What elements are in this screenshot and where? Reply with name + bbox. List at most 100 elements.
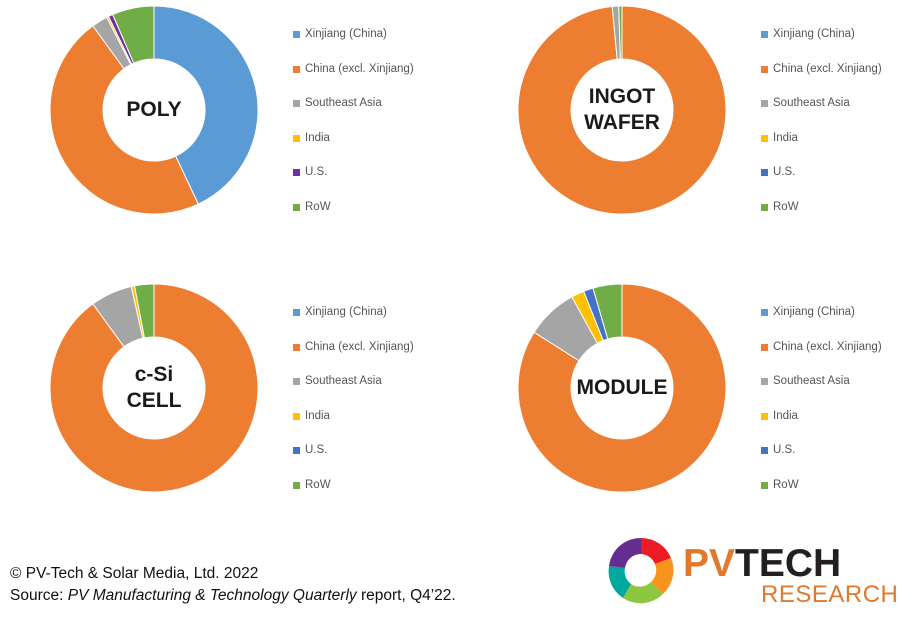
legend-item: Xinjiang (China): [761, 28, 882, 63]
donut-chart-1: POLY Xinjiang (China) China (excl. Xinjian…: [10, 5, 440, 246]
center-label-line-1: MODULE: [576, 376, 668, 399]
center-label-line-1: POLY: [126, 98, 182, 121]
legend-swatch: [761, 447, 768, 455]
legend-label: Xinjiang (China): [773, 28, 855, 40]
donut-center-label: INGOT WAFER: [562, 84, 682, 136]
logo-text-pvtech: PVTECH: [683, 544, 841, 584]
legend-swatch: [293, 309, 300, 316]
logo-swirl-icon: [608, 537, 674, 604]
footer: © PV-Tech & Solar Media, Ltd. 2022 Sourc…: [10, 563, 456, 607]
slice-china-excl-xinjiang: [49, 25, 199, 215]
legend-swatch: [293, 412, 300, 420]
legend-label: U.S.: [305, 166, 328, 179]
legend-item: India: [761, 410, 882, 445]
legend-item: U.S.: [293, 444, 414, 479]
donut-center-label: POLY: [94, 97, 214, 123]
slice-row: [618, 5, 623, 60]
source-text: Source: PV Manufacturing & Technology Qu…: [10, 585, 456, 607]
source-suffix: report, Q4’22.: [356, 587, 456, 604]
legend-label: Southeast Asia: [305, 375, 382, 388]
legend-label: India: [773, 131, 798, 144]
legend-item: Southeast Asia: [761, 375, 882, 410]
legend-label: Southeast Asia: [773, 97, 850, 110]
logo-text-research: RESEARCH: [761, 581, 899, 608]
copyright-text: © PV-Tech & Solar Media, Ltd. 2022: [10, 565, 259, 582]
legend-label: Southeast Asia: [773, 375, 850, 388]
legend-label: RoW: [773, 478, 799, 491]
legend-item: U.S.: [761, 444, 882, 479]
legend-item: RoW: [293, 479, 414, 514]
center-label-line-2: WAFER: [584, 111, 660, 134]
slice-china-excl-xinjiang: [49, 283, 259, 493]
legend-item: India: [761, 132, 882, 167]
slice-xinjiang-china: [153, 5, 259, 205]
source-prefix: Source:: [10, 587, 68, 604]
legend-swatch: [761, 134, 768, 142]
donut-svg: [517, 5, 727, 215]
legend-swatch: [293, 447, 300, 455]
legend-label: Xinjiang (China): [773, 306, 855, 318]
legend-label: China (excl. Xinjiang): [773, 340, 882, 353]
legend-swatch: [293, 343, 300, 351]
legend-label: China (excl. Xinjiang): [305, 340, 414, 353]
legend-swatch: [293, 169, 300, 177]
legend-swatch: [293, 100, 300, 108]
legend: Xinjiang (China) China (excl. Xinjiang) So…: [293, 306, 414, 514]
legend-swatch: [761, 65, 768, 73]
legend-swatch: [761, 378, 768, 386]
legend-item: Southeast Asia: [293, 375, 414, 410]
logo-text-pv: PV: [683, 542, 736, 585]
legend-label: Xinjiang (China): [305, 306, 387, 318]
slice-china-excl-xinjiang: [517, 283, 727, 493]
donut-chart-3: c-Si CELL Xinjiang (China) China (excl. Xin…: [10, 283, 440, 524]
center-label-line-1: c-Si: [134, 363, 174, 386]
donut-svg: [49, 283, 259, 493]
legend-label: China (excl. Xinjiang): [773, 62, 882, 75]
center-label-line-1: INGOT: [588, 85, 656, 108]
slice-row: [133, 283, 155, 339]
slice-row: [112, 5, 155, 64]
legend-swatch: [761, 203, 768, 211]
pv-tech-research-logo: PVTECH RESEARCH: [603, 530, 898, 610]
legend-swatch: [761, 481, 768, 489]
legend-item: RoW: [293, 201, 414, 236]
legend-swatch: [293, 378, 300, 386]
legend-swatch: [293, 65, 300, 73]
legend-label: RoW: [773, 200, 799, 213]
legend-label: U.S.: [305, 444, 328, 457]
legend-item: RoW: [761, 479, 882, 514]
donut-center-label: c-Si CELL: [94, 362, 214, 414]
logo-text-tech: TECH: [735, 542, 842, 585]
legend-label: India: [773, 409, 798, 422]
legend-swatch: [761, 412, 768, 420]
legend-item: Xinjiang (China): [293, 306, 414, 341]
legend: Xinjiang (China) China (excl. Xinjiang) So…: [761, 28, 882, 236]
legend-item: India: [293, 132, 414, 167]
legend-label: Xinjiang (China): [305, 28, 387, 40]
legend-label: RoW: [305, 200, 331, 213]
legend-label: U.S.: [773, 444, 796, 457]
legend-item: Xinjiang (China): [761, 306, 882, 341]
legend-swatch: [293, 31, 300, 38]
legend-label: RoW: [305, 478, 331, 491]
legend-label: China (excl. Xinjiang): [305, 62, 414, 75]
donut-svg: [49, 5, 259, 215]
donut-chart-4: MODULE Xinjiang (China) China (excl. Xinji…: [478, 283, 900, 524]
legend-item: China (excl. Xinjiang): [761, 63, 882, 98]
legend-item: China (excl. Xinjiang): [293, 341, 414, 376]
legend-item: Xinjiang (China): [293, 28, 414, 63]
donut-chart-2: INGOT WAFER Xinjiang (China) China (excl. X…: [478, 5, 900, 246]
legend-swatch: [761, 100, 768, 108]
legend-item: China (excl. Xinjiang): [761, 341, 882, 376]
legend-swatch: [293, 134, 300, 142]
legend-item: China (excl. Xinjiang): [293, 63, 414, 98]
legend-item: India: [293, 410, 414, 445]
center-label-line-2: CELL: [126, 389, 182, 412]
slice-row: [592, 283, 623, 340]
donut-center-label: MODULE: [562, 375, 682, 401]
legend-item: RoW: [761, 201, 882, 236]
donut-svg: [517, 283, 727, 493]
legend-label: U.S.: [773, 166, 796, 179]
legend-item: Southeast Asia: [761, 97, 882, 132]
source-title: PV Manufacturing & Technology Quarterly: [67, 587, 357, 604]
